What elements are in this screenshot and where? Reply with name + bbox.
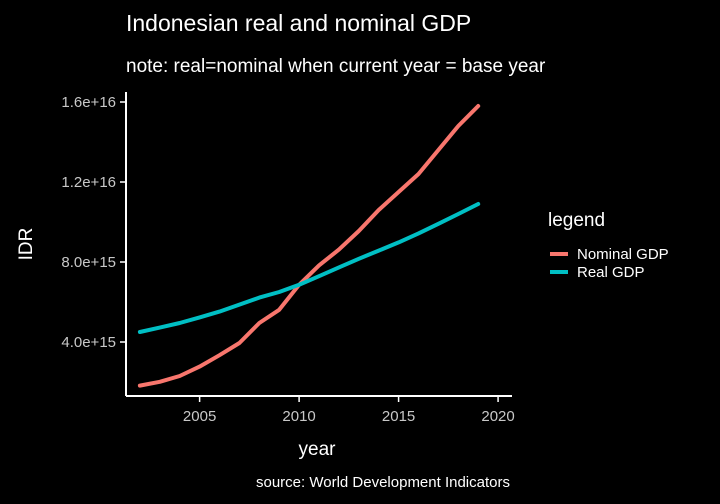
caption: source: World Development Indicators — [256, 474, 510, 491]
legend-label-real-gdp: Real GDP — [577, 264, 645, 281]
legend-title: legend — [548, 210, 605, 231]
x-tick-label: 2015 — [382, 408, 415, 425]
y-axis-title: IDR — [16, 228, 37, 261]
y-tick-label: 1.2e+16 — [61, 174, 116, 191]
plot-area — [137, 104, 481, 388]
legend-label-nominal-gdp: Nominal GDP — [577, 246, 669, 263]
series-line-nominal-gdp — [137, 104, 481, 388]
y-axis-ticks: 4.0e+15 8.0e+15 1.2e+16 1.6e+16 — [61, 94, 126, 351]
x-tick-label: 2005 — [183, 408, 216, 425]
x-axis-title: year — [299, 439, 337, 460]
x-axis-ticks: 2005 2010 2015 2020 — [183, 396, 515, 425]
chart-title: Indonesian real and nominal GDP — [126, 10, 471, 36]
x-tick-label: 2020 — [481, 408, 514, 425]
y-tick-label: 1.6e+16 — [61, 94, 116, 111]
chart-subtitle: note: real=nominal when current year = b… — [126, 56, 546, 77]
y-tick-label: 4.0e+15 — [61, 334, 116, 351]
x-tick-label: 2010 — [282, 408, 315, 425]
series-line-real-gdp — [137, 202, 481, 334]
y-tick-label: 8.0e+15 — [61, 254, 116, 271]
